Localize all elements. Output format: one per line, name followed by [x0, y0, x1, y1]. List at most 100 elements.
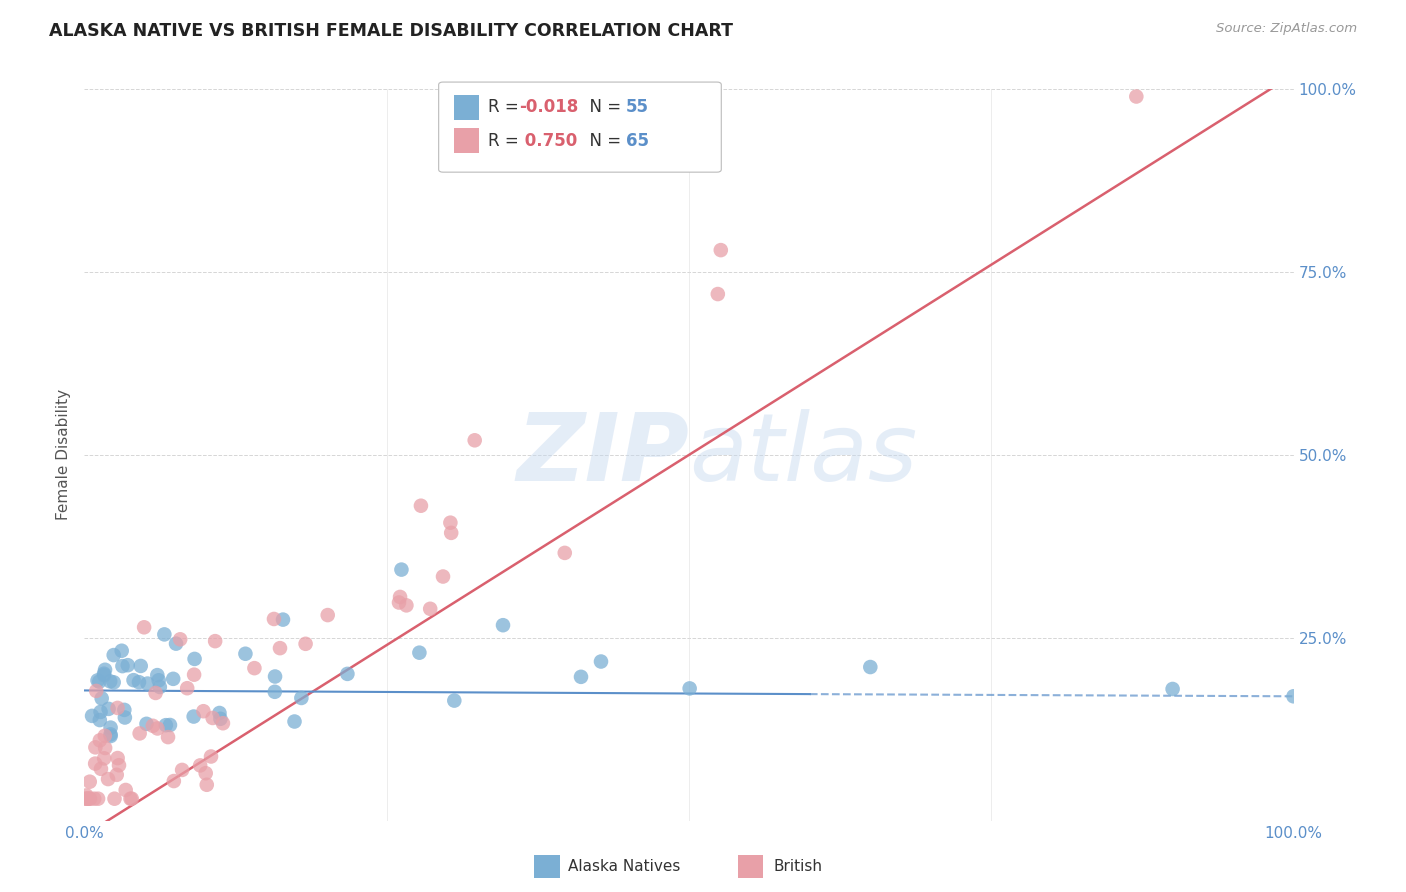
- Point: [1125, 89, 1147, 103]
- Point: [1282, 690, 1305, 704]
- Point: [76, 791, 98, 805]
- Point: [678, 82, 700, 96]
- Point: [84, 684, 107, 698]
- Point: [108, 758, 131, 772]
- Point: [149, 680, 172, 694]
- Point: [94, 663, 117, 677]
- Point: [146, 668, 169, 682]
- Text: N =: N =: [579, 132, 627, 150]
- Point: [157, 730, 180, 744]
- Point: [94, 729, 117, 743]
- Point: [169, 632, 191, 647]
- Point: [188, 758, 211, 772]
- Point: [172, 763, 194, 777]
- Point: [569, 670, 592, 684]
- Point: [183, 709, 205, 723]
- Point: [155, 718, 177, 732]
- Point: [114, 710, 136, 724]
- Point: [1161, 681, 1184, 696]
- Point: [316, 608, 339, 623]
- Text: R =: R =: [488, 132, 524, 150]
- Point: [176, 681, 198, 696]
- Point: [103, 675, 125, 690]
- Point: [77, 791, 100, 805]
- Point: [201, 711, 224, 725]
- Point: [235, 647, 257, 661]
- Point: [294, 637, 316, 651]
- Point: [142, 719, 165, 733]
- Point: [409, 499, 432, 513]
- Point: [408, 646, 430, 660]
- Point: [114, 783, 136, 797]
- Point: [419, 602, 441, 616]
- Point: [84, 756, 107, 771]
- Point: [439, 516, 461, 530]
- Point: [710, 243, 733, 257]
- Point: [395, 599, 418, 613]
- Point: [264, 669, 287, 683]
- Point: [263, 612, 285, 626]
- Point: [336, 666, 359, 681]
- Point: [117, 658, 139, 673]
- Text: 0.750: 0.750: [519, 132, 576, 150]
- Point: [391, 563, 413, 577]
- Point: [93, 668, 115, 682]
- Point: [89, 713, 111, 727]
- Point: [290, 690, 312, 705]
- Point: [388, 595, 411, 609]
- Point: [111, 659, 134, 673]
- Point: [146, 722, 169, 736]
- Point: [90, 705, 112, 719]
- Point: [443, 693, 465, 707]
- Point: [93, 666, 115, 681]
- Point: [122, 673, 145, 688]
- Point: [132, 620, 155, 634]
- Point: [90, 762, 112, 776]
- Point: [89, 674, 111, 689]
- Point: [183, 652, 205, 666]
- Point: [136, 676, 159, 690]
- Point: [195, 778, 218, 792]
- Text: British: British: [773, 859, 823, 873]
- Point: [432, 569, 454, 583]
- Point: [105, 768, 128, 782]
- Point: [90, 691, 112, 706]
- Point: [75, 791, 97, 805]
- Point: [97, 702, 120, 716]
- Text: N =: N =: [579, 98, 627, 116]
- Point: [129, 659, 152, 673]
- Point: [707, 287, 730, 301]
- Point: [589, 655, 612, 669]
- Text: ALASKA NATIVE VS BRITISH FEMALE DISABILITY CORRELATION CHART: ALASKA NATIVE VS BRITISH FEMALE DISABILI…: [49, 22, 733, 40]
- Point: [263, 685, 285, 699]
- Point: [80, 709, 103, 723]
- Point: [97, 772, 120, 786]
- Text: Alaska Natives: Alaska Natives: [568, 859, 681, 873]
- Point: [679, 681, 702, 696]
- Point: [86, 673, 108, 688]
- Point: [389, 590, 412, 604]
- Point: [100, 727, 122, 741]
- Point: [163, 774, 186, 789]
- Text: atlas: atlas: [689, 409, 917, 500]
- Point: [148, 673, 170, 688]
- Point: [100, 729, 122, 743]
- Text: -0.018: -0.018: [519, 98, 578, 116]
- Point: [94, 741, 117, 756]
- Point: [111, 644, 134, 658]
- Point: [145, 686, 167, 700]
- Point: [496, 82, 519, 96]
- Point: [135, 716, 157, 731]
- Point: [153, 627, 176, 641]
- Point: [89, 733, 111, 747]
- Text: Source: ZipAtlas.com: Source: ZipAtlas.com: [1216, 22, 1357, 36]
- Point: [93, 751, 115, 765]
- Point: [193, 704, 215, 718]
- Point: [492, 618, 515, 632]
- Point: [121, 791, 143, 805]
- Point: [209, 712, 232, 726]
- Point: [283, 714, 305, 729]
- Point: [107, 751, 129, 765]
- Point: [183, 667, 205, 681]
- Point: [120, 791, 142, 805]
